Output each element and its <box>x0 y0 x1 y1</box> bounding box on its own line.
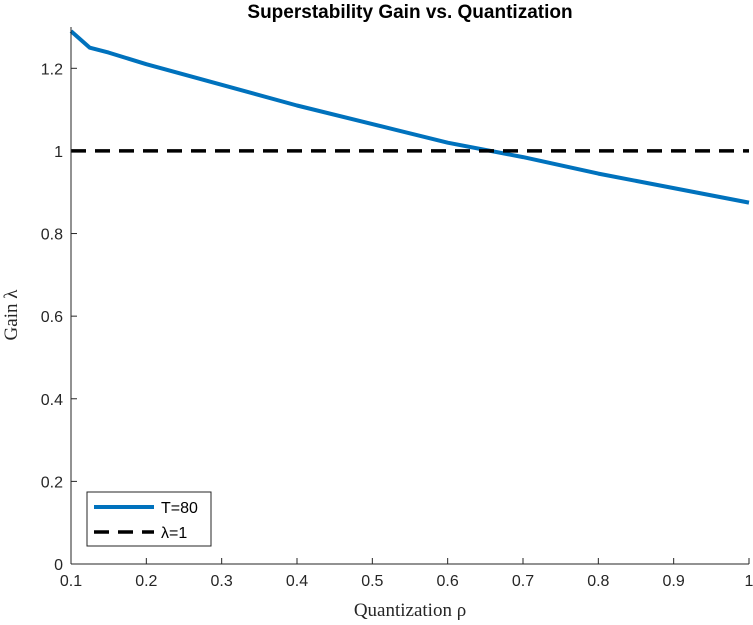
y-tick-label: 0 <box>54 557 63 574</box>
y-tick-label: 0.8 <box>41 227 63 244</box>
x-tick-label: 0.4 <box>286 573 308 590</box>
tick-labels: 0.1 0.2 0.3 0.4 0.5 0.6 0.7 0.8 0.9 1 0 0.2 0.4 0.6 0.… <box>41 61 753 590</box>
series-line-t80 <box>69 29 750 205</box>
legend-box <box>86 491 212 547</box>
x-tick-label: 1 <box>745 573 753 590</box>
y-tick-label: 0.4 <box>41 392 63 409</box>
y-tick-label: 1.2 <box>41 61 63 78</box>
plot-area <box>71 27 749 564</box>
legend-label-lambda1: λ=1 <box>161 525 187 542</box>
x-tick-label: 0.5 <box>361 573 383 590</box>
legend-label-t80: T=80 <box>161 500 198 517</box>
y-axis-label: Gain λ <box>1 289 22 341</box>
x-tick-label: 0.7 <box>512 573 534 590</box>
x-tick-label: 0.9 <box>663 573 685 590</box>
y-tick-label: 0.2 <box>41 474 63 491</box>
y-tick-label: 1 <box>54 144 63 161</box>
x-tick-label: 0.6 <box>437 573 459 590</box>
x-axis-label: Quantization ρ <box>354 600 466 621</box>
chart-title: Superstability Gain vs. Quantization <box>247 2 572 23</box>
legend: T=80 λ=1 <box>86 491 212 547</box>
x-tick-label: 0.1 <box>60 573 82 590</box>
series-layer <box>69 29 750 205</box>
x-tick-label: 0.8 <box>587 573 609 590</box>
x-tick-label: 0.3 <box>211 573 233 590</box>
y-tick-label: 0.6 <box>41 309 63 326</box>
axes <box>70 27 749 565</box>
x-tick-label: 0.2 <box>135 573 157 590</box>
